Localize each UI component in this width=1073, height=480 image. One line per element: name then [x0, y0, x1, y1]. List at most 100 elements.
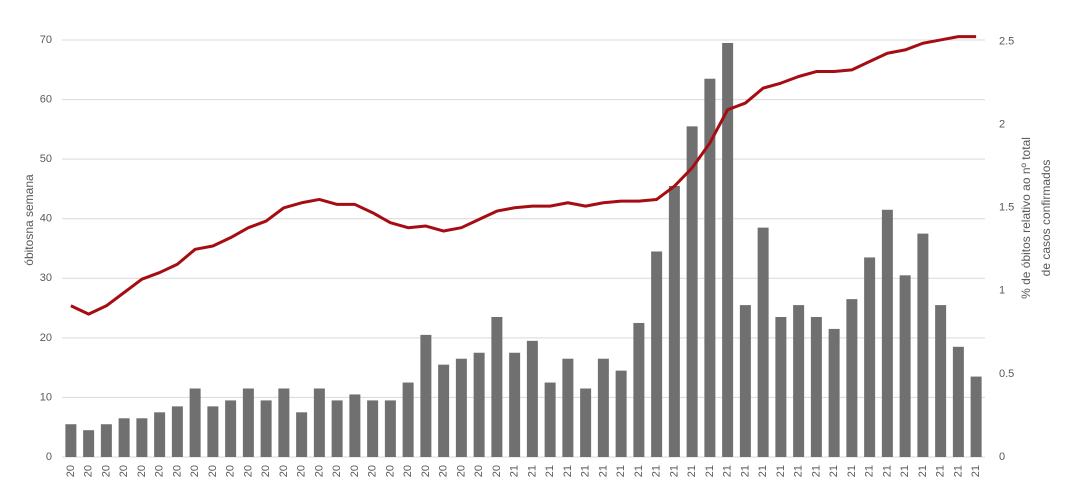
bar [100, 424, 112, 457]
bar [313, 388, 325, 457]
bar [615, 370, 627, 457]
bar [828, 328, 840, 457]
bar [65, 424, 77, 457]
x-tick-label: 20 [313, 465, 325, 477]
bar [136, 418, 148, 457]
x-tick-label: 21 [704, 465, 716, 477]
bar [207, 406, 219, 457]
x-tick-label: 21 [917, 465, 929, 477]
y2-tick-label: 0 [999, 451, 1005, 463]
x-tick-label: 20 [136, 465, 148, 477]
x-tick-label: 20 [278, 465, 290, 477]
bar [864, 257, 876, 457]
y2-axis-label: de casos confirmados [1039, 160, 1053, 277]
x-tick-label: 20 [100, 465, 112, 477]
x-tick-label: 21 [846, 465, 858, 477]
y-tick-label: 10 [40, 391, 52, 403]
x-tick-label: 21 [580, 465, 592, 477]
bar [242, 388, 254, 457]
x-tick-label: 21 [899, 465, 911, 477]
x-tick-label: 21 [793, 465, 805, 477]
x-tick-label: 21 [597, 465, 609, 477]
x-tick-label: 21 [881, 465, 893, 477]
bar [455, 358, 467, 457]
x-tick-label: 20 [225, 465, 237, 477]
y2-tick-label: 2 [999, 119, 1005, 131]
bar [633, 322, 645, 457]
x-tick-label: 20 [83, 465, 95, 477]
bar [704, 78, 716, 457]
x-tick-label: 20 [438, 465, 450, 477]
x-tick-label: 21 [668, 465, 680, 477]
bar [331, 400, 343, 457]
x-tick-label: 20 [473, 465, 485, 477]
bar [881, 209, 893, 457]
bar [757, 227, 769, 457]
bar [473, 352, 485, 457]
x-tick-label: 20 [455, 465, 467, 477]
y-tick-label: 40 [40, 213, 52, 225]
bar [118, 418, 130, 457]
x-tick-label: 21 [615, 465, 627, 477]
x-tick-label: 20 [65, 465, 77, 477]
bar [597, 358, 609, 457]
x-tick-label: 21 [810, 465, 822, 477]
bar [154, 412, 166, 457]
y-tick-label: 30 [40, 272, 52, 284]
bar [810, 317, 822, 457]
y-axis-label: óbitosna semana [22, 174, 36, 266]
bar [935, 305, 947, 457]
x-tick-label: 20 [349, 465, 361, 477]
x-tick-label: 20 [420, 465, 432, 477]
bar [296, 412, 308, 457]
x-tick-label: 21 [651, 465, 663, 477]
bar [349, 394, 361, 457]
x-tick-label: 21 [757, 465, 769, 477]
x-tick-label: 21 [722, 465, 734, 477]
x-tick-label: 20 [384, 465, 396, 477]
x-tick-label: 20 [296, 465, 308, 477]
bar [917, 233, 929, 457]
x-tick-label: 21 [935, 465, 947, 477]
bar [83, 430, 95, 457]
bar [668, 185, 680, 457]
bar [189, 388, 201, 457]
x-tick-label: 21 [509, 465, 521, 477]
bar [686, 126, 698, 457]
x-tick-label: 21 [562, 465, 574, 477]
bar [278, 388, 290, 457]
y-tick-label: 70 [40, 34, 52, 46]
x-tick-label: 21 [864, 465, 876, 477]
bar [562, 358, 574, 457]
x-tick-label: 20 [207, 465, 219, 477]
bar [526, 340, 538, 457]
bar [402, 382, 414, 457]
y-tick-label: 60 [40, 93, 52, 105]
bar [580, 388, 592, 457]
bar [739, 305, 751, 457]
bar [651, 251, 663, 457]
bar [544, 382, 556, 457]
x-tick-label: 21 [686, 465, 698, 477]
x-tick-label: 21 [970, 465, 982, 477]
y2-tick-label: 0.5 [999, 368, 1014, 380]
x-tick-label: 20 [171, 465, 183, 477]
bar [775, 317, 787, 457]
bar [722, 42, 734, 457]
bar [899, 275, 911, 457]
x-tick-label: 20 [189, 465, 201, 477]
bar [420, 334, 432, 457]
x-tick-label: 21 [633, 465, 645, 477]
y-tick-label: 50 [40, 153, 52, 165]
x-tick-label: 21 [828, 465, 840, 477]
y2-tick-label: 1 [999, 285, 1005, 297]
x-tick-label: 20 [331, 465, 343, 477]
bar [846, 299, 858, 457]
bar [793, 305, 805, 457]
bar [384, 400, 396, 457]
y-tick-label: 0 [46, 451, 52, 463]
y2-tick-label: 2.5 [999, 36, 1014, 48]
x-tick-label: 21 [952, 465, 964, 477]
x-tick-label: 21 [775, 465, 787, 477]
